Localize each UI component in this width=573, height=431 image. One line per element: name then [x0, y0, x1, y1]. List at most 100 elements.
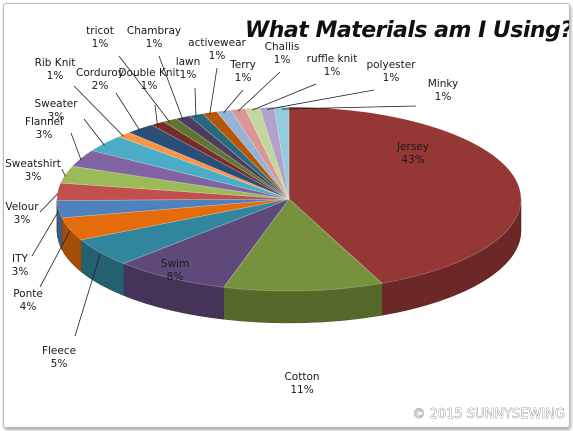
slice-label-value: 1%	[435, 91, 452, 103]
leader-line	[39, 193, 59, 213]
slice-label-value: 1%	[235, 72, 252, 84]
slice-label-value: 1%	[383, 72, 400, 84]
pie-slice-velour	[56, 182, 290, 201]
leader-line	[39, 230, 71, 288]
slice-label-cotton: Cotton 11%	[284, 371, 319, 396]
slice-label-name: Jersey	[396, 141, 429, 153]
chart-title: What Materials am I Using?	[245, 18, 569, 43]
slice-label-chambray: Chambray 1%	[127, 25, 181, 50]
slice-label-value: 3%	[48, 111, 65, 123]
leader-line	[61, 168, 66, 177]
leader-line	[83, 118, 105, 146]
slice-label-name: Corduroy	[76, 67, 124, 79]
slice-label-lawn: lawn 1%	[176, 56, 201, 81]
pie-slice-ity	[56, 198, 290, 219]
leader-line	[31, 210, 59, 257]
slice-label-name: Ponte	[13, 288, 43, 300]
slice-label-name: Sweatshirt	[5, 158, 61, 170]
leader-line	[209, 67, 218, 115]
slice-label-value: 3%	[14, 214, 31, 226]
leader-line	[115, 92, 141, 131]
slice-labels: Jersey 43% Cotton 11% Swim 8% Fleece 5% Ponte 4% I…	[5, 25, 458, 396]
slice-label-terry: Terry 1%	[229, 59, 256, 84]
slice-label-value: 1%	[146, 38, 163, 50]
pie-chart: Jersey 43% Cotton 11% Swim 8% Fleece 5% Ponte 4% I…	[5, 18, 569, 422]
leader-line	[252, 83, 317, 111]
slice-label-value: 11%	[290, 384, 313, 396]
slice-label-rib-knit: Rib Knit 1%	[35, 57, 76, 82]
pie-slice-challis	[230, 108, 290, 200]
slice-label-polyester: polyester 1%	[366, 59, 416, 84]
slice-label-name: lawn	[176, 56, 201, 68]
leader-line	[237, 71, 281, 112]
slice-label-name: Cotton	[284, 371, 319, 383]
slice-label-corduroy: Corduroy 2%	[76, 67, 124, 92]
slice-label-name: Minky	[428, 78, 459, 90]
leader-line	[158, 55, 184, 120]
slice-label-tricot: tricot 1%	[86, 25, 114, 50]
slice-label-swim: Swim 8%	[161, 258, 189, 283]
slice-label-name: Challis	[265, 41, 300, 53]
slice-label-name: Rib Knit	[35, 57, 76, 69]
leader-lines	[31, 55, 417, 337]
leader-line	[70, 132, 82, 161]
copyright-credit: © 2015 SUNNYSEWING	[413, 407, 565, 422]
slice-label-ponte: Ponte 4%	[13, 288, 43, 313]
leader-line	[73, 85, 124, 137]
slice-label-challis: Challis 1%	[265, 41, 300, 66]
pie-slice-flannel	[71, 150, 290, 200]
slice-label-activewear: activewear 1%	[188, 37, 246, 62]
pie-slice-swim	[122, 198, 290, 288]
slice-label-sweatshirt: Sweatshirt 3%	[5, 158, 61, 183]
pie-slice-ponte	[61, 198, 290, 241]
leader-line	[223, 89, 244, 113]
slice-label-value: 1%	[274, 54, 291, 66]
slice-label-name: Swim	[161, 258, 189, 270]
chart-frame: Jersey 43% Cotton 11% Swim 8% Fleece 5% Ponte 4% I…	[3, 3, 570, 428]
slice-label-fleece: Fleece 5%	[42, 345, 76, 370]
slice-label-value: 3%	[36, 129, 53, 141]
leader-line	[154, 104, 158, 126]
slice-label-value: 1%	[324, 66, 341, 78]
slice-label-value: 1%	[92, 38, 109, 50]
slice-label-double-knit: Double Knit 1%	[118, 67, 179, 92]
leader-line	[74, 254, 101, 337]
pie-slice-polyester	[259, 106, 290, 200]
slice-label-name: Chambray	[127, 25, 181, 37]
leader-line	[266, 89, 375, 110]
pie-slices	[56, 106, 522, 292]
slice-label-name: Double Knit	[118, 67, 179, 79]
slice-label-value: 43%	[401, 154, 424, 166]
pie-slice-sweater	[91, 136, 290, 200]
slice-label-ity: ITY 3%	[12, 253, 29, 278]
slice-label-name: Sweater	[34, 98, 78, 110]
pie-slice-tricot	[162, 118, 290, 200]
slice-label-flannel: Flannel 3%	[25, 116, 63, 141]
pie-slice-corduroy	[128, 124, 290, 200]
slice-label-value: 2%	[92, 80, 109, 92]
pie-slice-sweatshirt	[60, 165, 290, 200]
slice-label-value: 5%	[51, 358, 68, 370]
leader-line	[118, 55, 171, 123]
slice-label-name: activewear	[188, 37, 246, 49]
slice-label-value: 1%	[141, 80, 158, 92]
leader-line	[194, 87, 197, 117]
slice-label-value: 3%	[12, 266, 29, 278]
slice-label-minky: Minky 1%	[428, 78, 459, 103]
slice-label-value: 1%	[47, 70, 64, 82]
slice-label-value: 1%	[180, 69, 197, 81]
slice-label-name: polyester	[366, 59, 416, 71]
slice-label-value: 3%	[25, 171, 42, 183]
pie-slice-fleece	[80, 198, 290, 264]
slice-label-name: ruffle knit	[307, 53, 358, 65]
pie-slice-cotton	[223, 198, 383, 292]
slice-label-value: 1%	[209, 50, 226, 62]
slice-label-jersey: Jersey 43%	[396, 141, 429, 166]
slice-label-value: 8%	[167, 271, 184, 283]
slice-label-name: Velour	[5, 201, 39, 213]
slice-label-name: ITY	[12, 253, 29, 265]
slice-label-sweater: Sweater 3%	[34, 98, 78, 123]
slice-label-name: Flannel	[25, 116, 63, 128]
pie-slice-jersey	[288, 106, 522, 284]
slice-label-ruffle-knit: ruffle knit 1%	[307, 53, 358, 78]
